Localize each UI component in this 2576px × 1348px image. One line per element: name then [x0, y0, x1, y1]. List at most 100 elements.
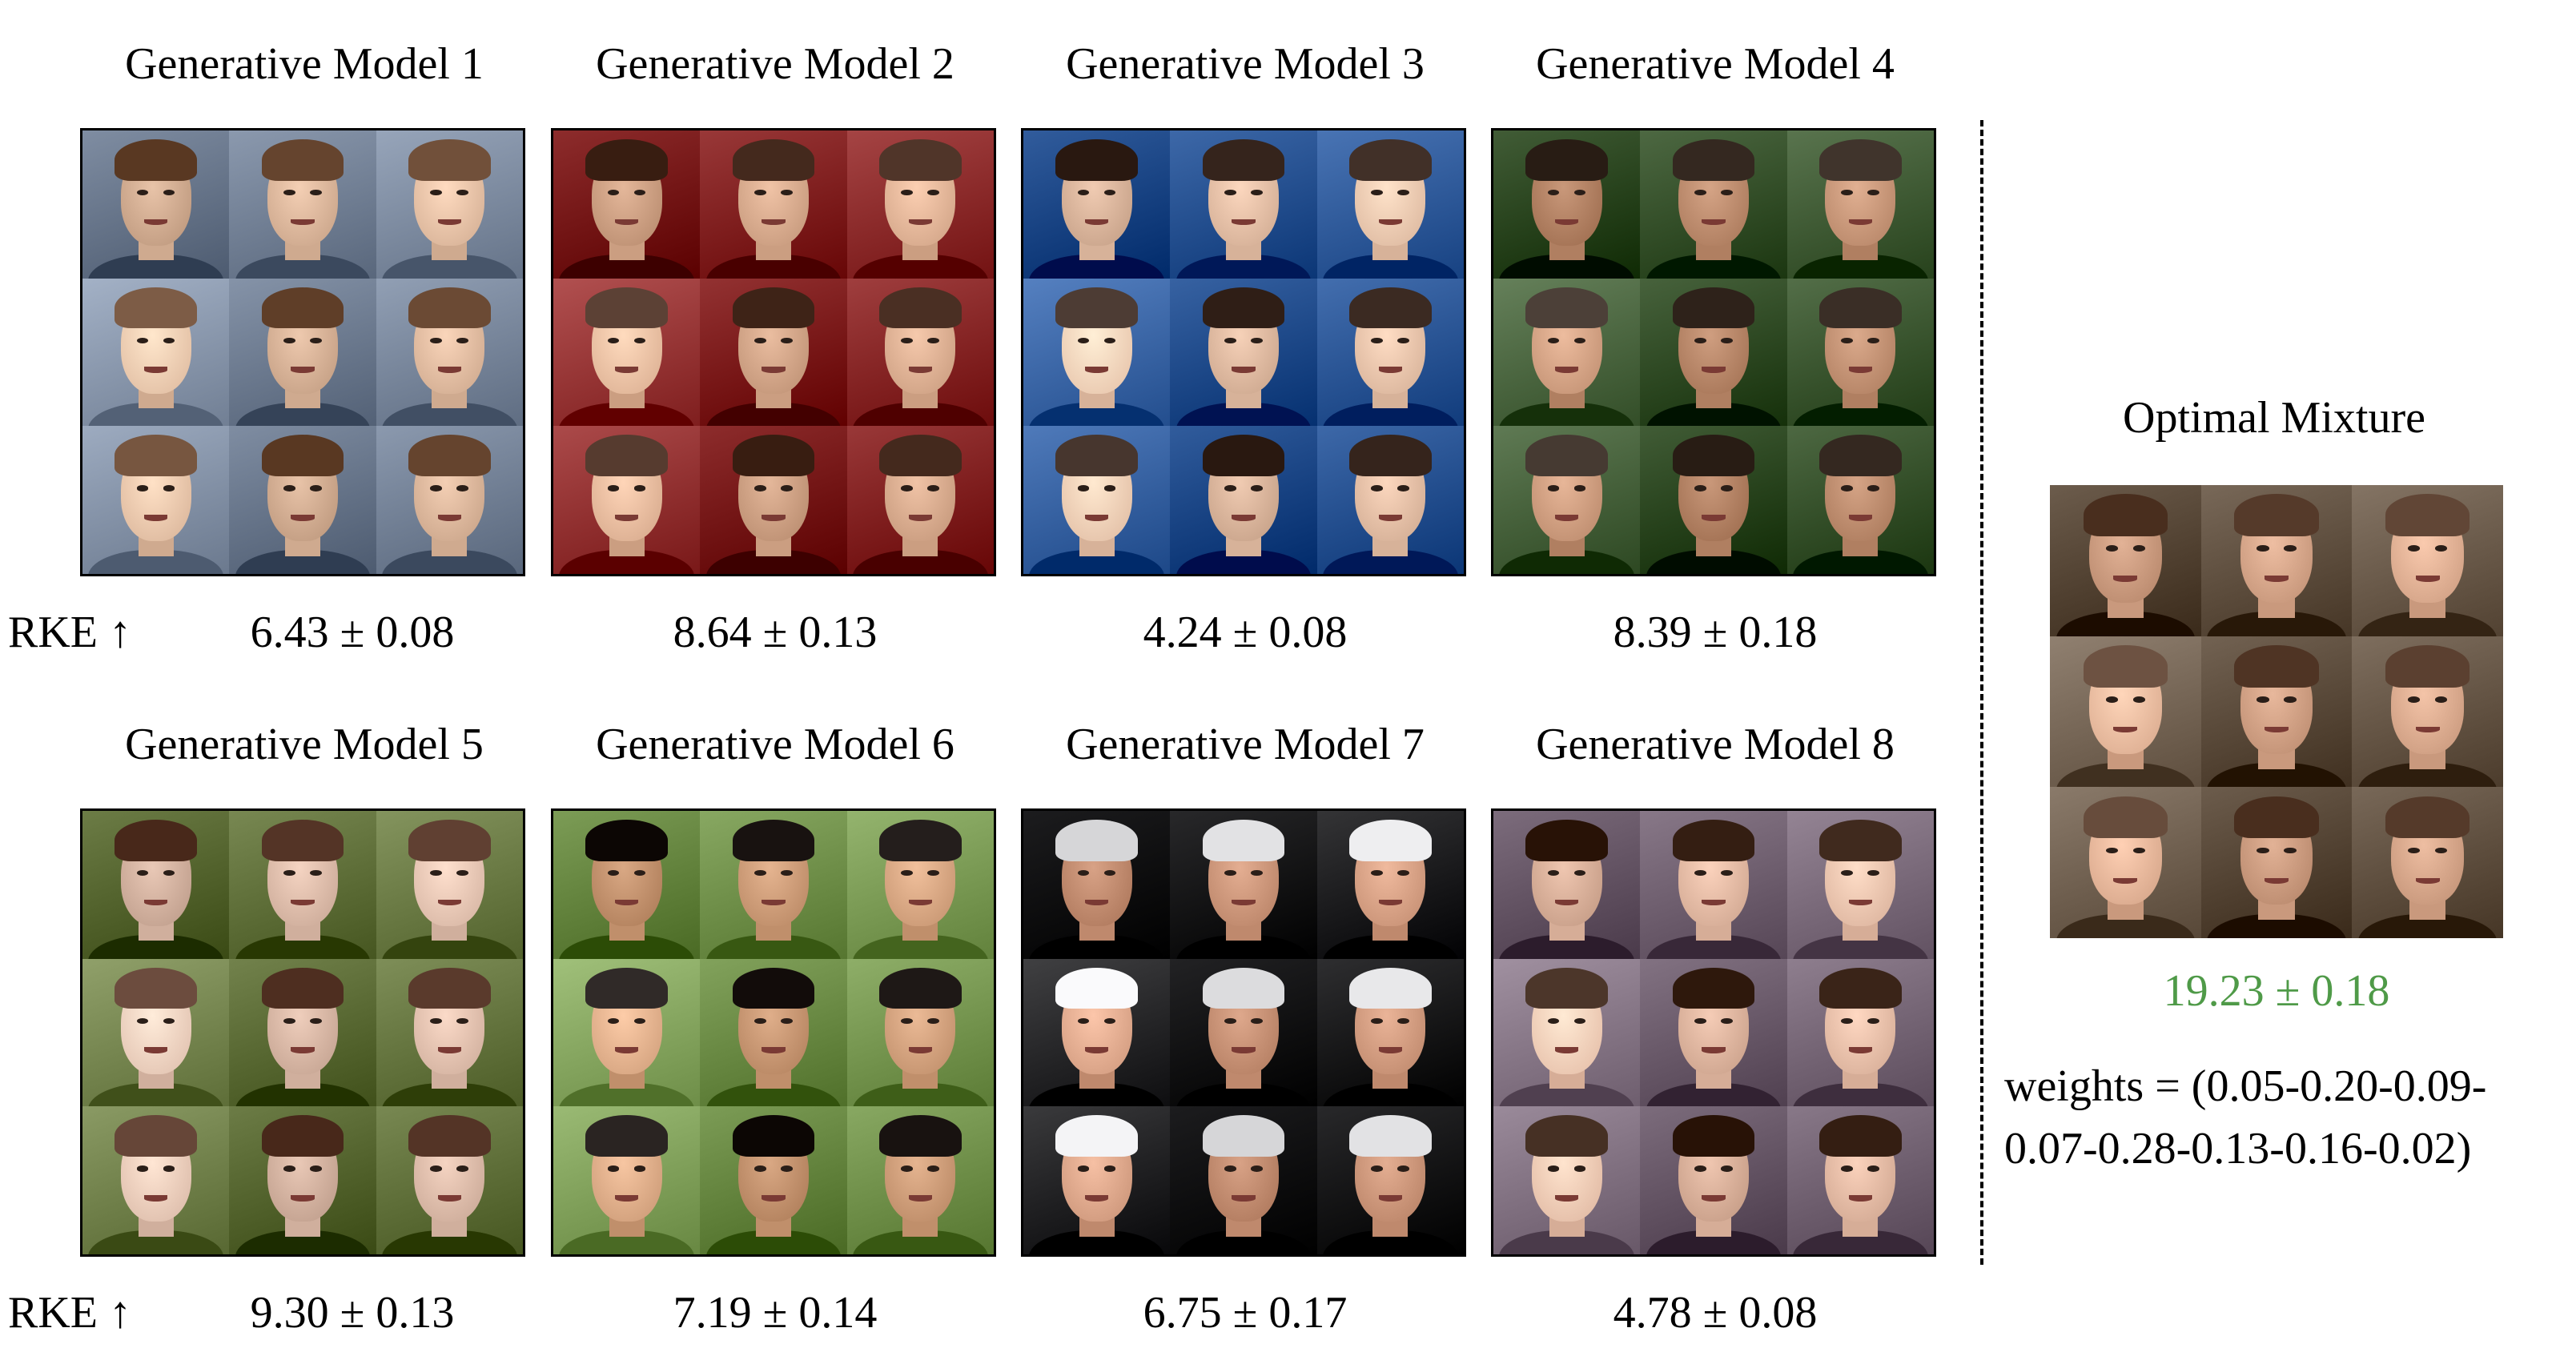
face-sample-image [846, 1106, 994, 1254]
rke-score-model-1: 6.43 ± 0.08 [250, 608, 455, 657]
sample-grid-model-2 [551, 128, 996, 576]
face-sample-image [1170, 426, 1317, 574]
section-divider [1980, 120, 1983, 1265]
face-sample-image [1493, 426, 1641, 574]
mixture-weights: weights = (0.05-0.20-0.09- 0.07-0.28-0.1… [2004, 1055, 2486, 1180]
face-sample-image [1316, 811, 1464, 959]
mixture-title: Optimal Mixture [2123, 393, 2425, 443]
face-sample-image [1493, 811, 1641, 959]
rke-label-row-1: RKE ↑ [8, 608, 131, 657]
face-sample-image [2050, 787, 2201, 938]
face-sample-image [1640, 130, 1787, 279]
sample-grid-model-8 [1491, 808, 1936, 1257]
face-sample-image [229, 811, 376, 959]
mixture-rke-score: 19.23 ± 0.18 [2163, 966, 2390, 1016]
face-sample-image [1786, 958, 1934, 1107]
face-sample-image [229, 958, 376, 1107]
face-sample-image [1170, 1106, 1317, 1254]
mixture-weights-line-2: 0.07-0.28-0.13-0.16-0.02) [2004, 1124, 2472, 1173]
face-sample-image [1786, 278, 1934, 427]
rke-score-model-5: 9.30 ± 0.13 [250, 1288, 455, 1338]
face-sample-image [1640, 958, 1787, 1107]
face-sample-image [2200, 636, 2353, 788]
face-sample-image [229, 1106, 376, 1254]
face-sample-image [1170, 130, 1317, 279]
face-sample-image [376, 1106, 523, 1254]
face-sample-image [2200, 787, 2353, 938]
model-title-7: Generative Model 7 [1066, 720, 1425, 769]
face-sample-image [700, 426, 847, 574]
rke-score-model-2: 8.64 ± 0.13 [673, 608, 878, 657]
model-title-2: Generative Model 2 [596, 39, 954, 89]
model-title-8: Generative Model 8 [1536, 720, 1895, 769]
rke-score-model-6: 7.19 ± 0.14 [673, 1288, 878, 1338]
face-sample-image [1023, 426, 1171, 574]
face-sample-image [1023, 1106, 1171, 1254]
face-sample-image [2050, 485, 2201, 636]
face-sample-image [1493, 1106, 1641, 1254]
face-sample-image [82, 130, 230, 279]
face-sample-image [846, 426, 994, 574]
face-sample-image [1023, 811, 1171, 959]
face-sample-image [229, 426, 376, 574]
face-sample-image [700, 958, 847, 1107]
model-title-5: Generative Model 5 [125, 720, 484, 769]
face-sample-image [1170, 811, 1317, 959]
sample-grid-model-7 [1021, 808, 1466, 1257]
sample-grid-model-6 [551, 808, 996, 1257]
face-sample-image [376, 130, 523, 279]
mixture-weights-line-1: weights = (0.05-0.20-0.09- [2004, 1061, 2487, 1111]
face-sample-image [82, 958, 230, 1107]
face-sample-image [229, 130, 376, 279]
sample-grid-model-5 [80, 808, 525, 1257]
rke-score-model-3: 4.24 ± 0.08 [1143, 608, 1348, 657]
face-sample-image [376, 426, 523, 574]
face-sample-image [1493, 130, 1641, 279]
face-sample-image [2200, 485, 2353, 636]
face-sample-image [2050, 636, 2201, 788]
sample-grid-model-1 [80, 128, 525, 576]
face-sample-image [700, 811, 847, 959]
rke-score-model-7: 6.75 ± 0.17 [1143, 1288, 1348, 1338]
model-title-4: Generative Model 4 [1536, 39, 1895, 89]
face-sample-image [1493, 958, 1641, 1107]
face-sample-image [846, 811, 994, 959]
face-sample-image [700, 278, 847, 427]
rke-score-model-4: 8.39 ± 0.18 [1613, 608, 1818, 657]
face-sample-image [553, 278, 701, 427]
face-sample-image [1786, 426, 1934, 574]
face-sample-image [1170, 278, 1317, 427]
face-sample-image [1023, 130, 1171, 279]
face-sample-image [1316, 1106, 1464, 1254]
face-sample-image [376, 811, 523, 959]
model-title-3: Generative Model 3 [1066, 39, 1425, 89]
face-sample-image [82, 1106, 230, 1254]
face-sample-image [553, 811, 701, 959]
face-sample-image [1316, 958, 1464, 1107]
face-sample-image [1316, 426, 1464, 574]
model-title-1: Generative Model 1 [125, 39, 484, 89]
face-sample-image [82, 811, 230, 959]
rke-label-row-2: RKE ↑ [8, 1288, 131, 1338]
face-sample-image [1493, 278, 1641, 427]
face-sample-image [1316, 278, 1464, 427]
face-sample-image [846, 958, 994, 1107]
face-sample-image [1640, 1106, 1787, 1254]
face-sample-image [846, 278, 994, 427]
face-sample-image [553, 958, 701, 1107]
face-sample-image [1786, 130, 1934, 279]
sample-grid-model-3 [1021, 128, 1466, 576]
face-sample-image [1023, 278, 1171, 427]
face-sample-image [1316, 130, 1464, 279]
face-sample-image [1786, 1106, 1934, 1254]
face-sample-image [82, 278, 230, 427]
rke-score-model-8: 4.78 ± 0.08 [1613, 1288, 1818, 1338]
face-sample-image [1786, 811, 1934, 959]
face-sample-image [82, 426, 230, 574]
face-sample-image [1640, 426, 1787, 574]
face-sample-image [553, 426, 701, 574]
face-sample-image [376, 278, 523, 427]
sample-grid-model-4 [1491, 128, 1936, 576]
face-sample-image [1640, 811, 1787, 959]
face-sample-image [846, 130, 994, 279]
